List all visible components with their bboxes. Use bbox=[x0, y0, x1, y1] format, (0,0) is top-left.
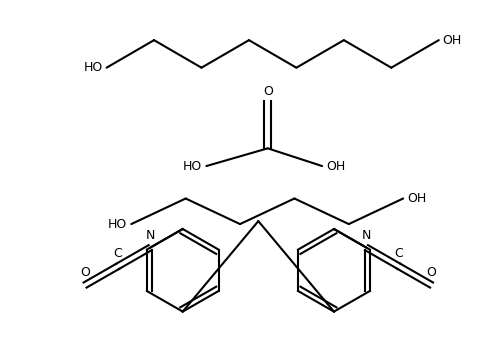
Text: OH: OH bbox=[326, 159, 345, 173]
Text: HO: HO bbox=[183, 159, 203, 173]
Text: OH: OH bbox=[407, 192, 426, 205]
Text: O: O bbox=[427, 266, 436, 279]
Text: O: O bbox=[80, 266, 90, 279]
Text: N: N bbox=[146, 229, 155, 242]
Text: C: C bbox=[394, 247, 403, 261]
Text: C: C bbox=[113, 247, 122, 261]
Text: OH: OH bbox=[443, 34, 462, 47]
Text: HO: HO bbox=[108, 218, 127, 231]
Text: HO: HO bbox=[83, 61, 103, 74]
Text: N: N bbox=[362, 229, 371, 242]
Text: O: O bbox=[263, 85, 273, 98]
